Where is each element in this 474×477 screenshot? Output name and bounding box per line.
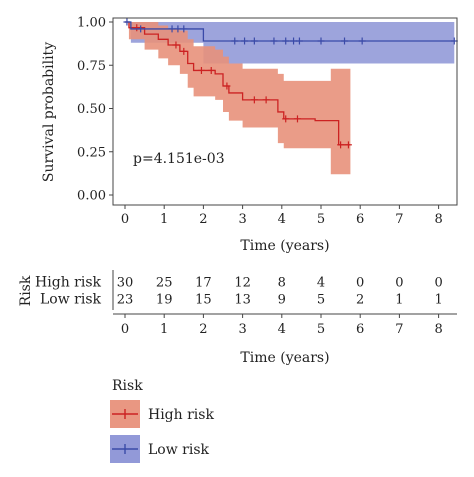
risk-x-tick-label: 8	[434, 322, 442, 337]
y-tick-label: 0.00	[77, 189, 106, 204]
risk-x-tick-label: 2	[199, 322, 207, 337]
x-tick-label: 7	[395, 212, 403, 227]
censor-mark-low-risk	[270, 37, 278, 45]
x-tick-label: 3	[238, 212, 246, 227]
y-tick-label: 0.25	[77, 145, 106, 160]
risk-table-cell: 4	[317, 276, 325, 291]
x-tick-label: 6	[356, 212, 364, 227]
legend: Risk High risk Low risk	[110, 378, 214, 463]
censor-mark-high-risk	[262, 96, 270, 104]
risk-table-cell: 9	[278, 293, 286, 308]
censor-mark-low-risk	[358, 37, 366, 45]
survival-plot	[123, 18, 458, 175]
risk-table-cell: 15	[195, 293, 212, 308]
risk-table-cell: 30	[117, 276, 134, 291]
censor-mark-low-risk	[317, 37, 325, 45]
risk-table-cell: 19	[156, 293, 173, 308]
risk-table-cell: 5	[317, 293, 325, 308]
y-tick-label: 1.00	[77, 16, 106, 31]
risk-table-row-label: High risk	[35, 275, 101, 291]
risk-table-cell: 8	[278, 276, 286, 291]
censor-mark-low-risk	[295, 37, 303, 45]
censor-mark-low-risk	[231, 37, 239, 45]
x-tick-label: 5	[317, 212, 325, 227]
risk-table-cell: 0	[356, 276, 364, 291]
censor-mark-low-risk	[180, 25, 188, 33]
ci-band-high-risk	[125, 22, 351, 175]
censor-mark-high-risk	[223, 82, 231, 90]
risk-table-cell: 1	[434, 293, 442, 308]
censor-mark-high-risk	[282, 115, 290, 123]
legend-label-low-risk: Low risk	[148, 442, 210, 458]
legend-label-high-risk: High risk	[148, 407, 214, 423]
p-value-annotation: p=4.151e-03	[133, 151, 225, 167]
y-tick-label: 0.75	[77, 59, 106, 74]
risk-table-cell: 2	[356, 293, 364, 308]
risk-x-tick-label: 4	[278, 322, 286, 337]
risk-x-tick-label: 1	[160, 322, 168, 337]
censor-mark-high-risk	[207, 66, 215, 74]
censor-mark-low-risk	[250, 37, 258, 45]
survival-line-low-risk	[125, 21, 455, 42]
risk-x-tick-label: 7	[395, 322, 403, 337]
risk-table-cell: 23	[117, 293, 134, 308]
censor-mark-low-risk	[282, 37, 290, 45]
y-tick-label: 0.50	[77, 102, 106, 117]
plot-frame	[112, 17, 458, 206]
risk-table-cell: 0	[434, 276, 442, 291]
risk-table-row-label: Low risk	[40, 292, 102, 308]
censor-mark-low-risk	[241, 37, 249, 45]
risk-x-tick-label: 0	[121, 322, 129, 337]
x-axis-label: Time (years)	[240, 238, 329, 254]
survival-line-high-risk	[125, 21, 351, 146]
x-tick-label: 4	[278, 212, 286, 227]
legend-marker-low-risk	[112, 444, 138, 454]
risk-table-cell: 13	[234, 293, 251, 308]
censor-mark-low-risk	[123, 18, 131, 26]
risk-table-title: Risk	[18, 275, 34, 306]
censor-mark-low-risk	[168, 25, 176, 33]
risk-x-tick-label: 3	[238, 322, 246, 337]
x-tick-label: 1	[160, 212, 168, 227]
x-tick-label: 0	[121, 212, 129, 227]
censor-mark-high-risk	[133, 24, 141, 32]
legend-marker-high-risk	[112, 409, 138, 419]
censor-mark-high-risk	[344, 141, 352, 149]
censor-mark-high-risk	[180, 47, 188, 55]
censor-mark-low-risk	[174, 25, 182, 33]
censor-mark-low-risk	[137, 25, 145, 33]
risk-table-cell: 25	[156, 276, 173, 291]
survival-axes: p=4.151e-03 0.00 0.25 0.50 0.75 1.00 0 1 2 3 4 5 6 7 8…	[41, 16, 458, 254]
risk-x-tick-label: 5	[317, 322, 325, 337]
censor-mark-high-risk	[337, 141, 345, 149]
risk-x-tick-label: 6	[356, 322, 364, 337]
censor-mark-high-risk	[250, 96, 258, 104]
censor-mark-high-risk	[197, 66, 205, 74]
censor-mark-low-risk	[290, 37, 298, 45]
risk-x-axis-label: Time (years)	[240, 350, 329, 366]
x-tick-label: 8	[434, 212, 442, 227]
risk-table-cell: 1	[395, 293, 403, 308]
risk-table-cell: 12	[234, 276, 251, 291]
risk-table-cell: 0	[395, 276, 403, 291]
risk-table-cell: 17	[195, 276, 212, 291]
y-axis-label: Survival probability	[41, 42, 57, 182]
censor-mark-high-risk	[172, 41, 180, 49]
censor-mark-low-risk	[341, 37, 349, 45]
legend-title: Risk	[112, 378, 143, 394]
censor-mark-high-risk	[293, 115, 301, 123]
x-tick-label: 2	[199, 212, 207, 227]
